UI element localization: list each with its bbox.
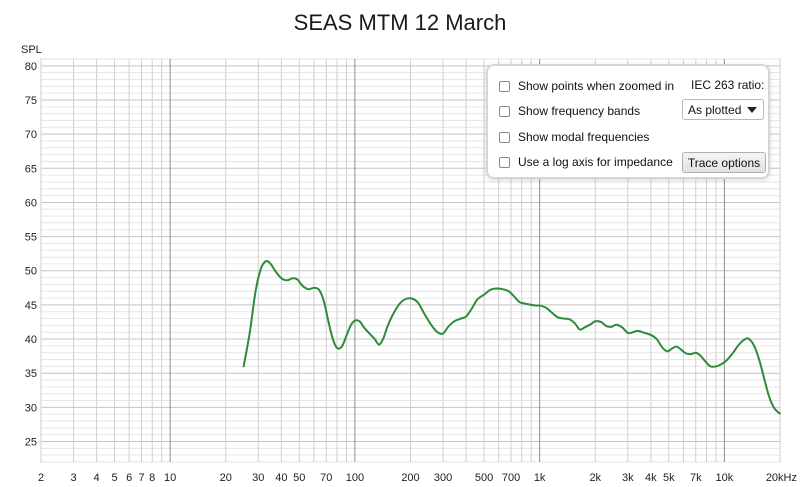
x-tick-label: 700: [502, 472, 520, 484]
chevron-down-icon: [747, 107, 757, 113]
iec-ratio-label: IEC 263 ratio:: [691, 78, 765, 92]
show-points-checkbox[interactable]: [499, 80, 510, 92]
iec-ratio-value: As plotted: [688, 102, 742, 117]
y-tick-label: 25: [25, 437, 37, 449]
x-tick-label: 70: [320, 472, 332, 484]
x-tick-label: 20kHz: [766, 472, 797, 484]
series-line: [242, 260, 781, 415]
show-bands-option[interactable]: Show frequency bands: [499, 102, 640, 120]
log-impedance-checkbox[interactable]: [499, 156, 510, 168]
y-tick-label: 55: [25, 232, 37, 244]
y-tick-label: 35: [25, 368, 37, 380]
show-modal-label: Show modal frequencies: [518, 130, 650, 144]
y-tick-label: 45: [25, 300, 37, 312]
x-tick-label: 7k: [690, 472, 702, 484]
y-tick-label: 75: [25, 95, 37, 107]
x-tick-label: 40: [275, 472, 287, 484]
x-tick-label: 500: [475, 472, 493, 484]
y-tick-label: 30: [25, 402, 37, 414]
x-tick-label: 50: [293, 472, 305, 484]
x-tick-label: 2k: [589, 472, 601, 484]
x-tick-label: 10k: [716, 472, 734, 484]
x-tick-label: 2: [38, 472, 44, 484]
trace-options-button[interactable]: Trace options: [682, 152, 766, 173]
iec-ratio-dropdown[interactable]: As plotted: [682, 99, 764, 120]
y-tick-label: 40: [25, 334, 37, 346]
y-tick-label: 50: [25, 266, 37, 278]
x-tick-label: 300: [434, 472, 452, 484]
show-bands-label: Show frequency bands: [518, 104, 641, 118]
log-impedance-label: Use a log axis for impedance: [518, 155, 673, 169]
show-modal-checkbox[interactable]: [499, 131, 510, 143]
y-axis-label: SPL: [21, 44, 42, 56]
x-tick-label: 5k: [663, 472, 675, 484]
x-tick-label: 30: [252, 472, 264, 484]
y-tick-labels: 25 30 35 40 45 50 55 60 65 70 75 80: [25, 61, 37, 449]
y-tick-label: 60: [25, 197, 37, 209]
x-tick-label: 5: [111, 472, 117, 484]
x-tick-labels: 2 3 4 5 6 7 8 10 20 30 40 50 70 100 200 300 500 700 1k 2k 3k…: [38, 472, 797, 484]
show-modal-option[interactable]: Show modal frequencies: [499, 128, 649, 146]
x-tick-label: 4k: [645, 472, 657, 484]
series-group: [242, 260, 781, 415]
x-tick-label: 10: [164, 472, 176, 484]
x-tick-label: 7: [138, 472, 144, 484]
y-tick-label: 80: [25, 61, 37, 73]
chart-title: SEAS MTM 12 March: [294, 10, 507, 35]
show-points-option[interactable]: Show points when zoomed in: [499, 77, 674, 95]
x-tick-label: 6: [126, 472, 132, 484]
y-tick-label: 70: [25, 129, 37, 141]
x-tick-label: 1k: [534, 472, 546, 484]
show-points-label: Show points when zoomed in: [518, 79, 675, 93]
show-bands-checkbox[interactable]: [499, 105, 510, 117]
log-impedance-option[interactable]: Use a log axis for impedance: [499, 153, 673, 171]
x-tick-label: 3: [70, 472, 76, 484]
y-tick-label: 65: [25, 163, 37, 175]
x-tick-label: 100: [346, 472, 364, 484]
x-tick-label: 20: [220, 472, 232, 484]
x-tick-label: 3k: [622, 472, 634, 484]
x-tick-label: 8: [149, 472, 155, 484]
options-panel: Show points when zoomed in Show frequenc…: [486, 64, 770, 179]
x-tick-label: 4: [94, 472, 100, 484]
x-tick-label: 200: [401, 472, 419, 484]
